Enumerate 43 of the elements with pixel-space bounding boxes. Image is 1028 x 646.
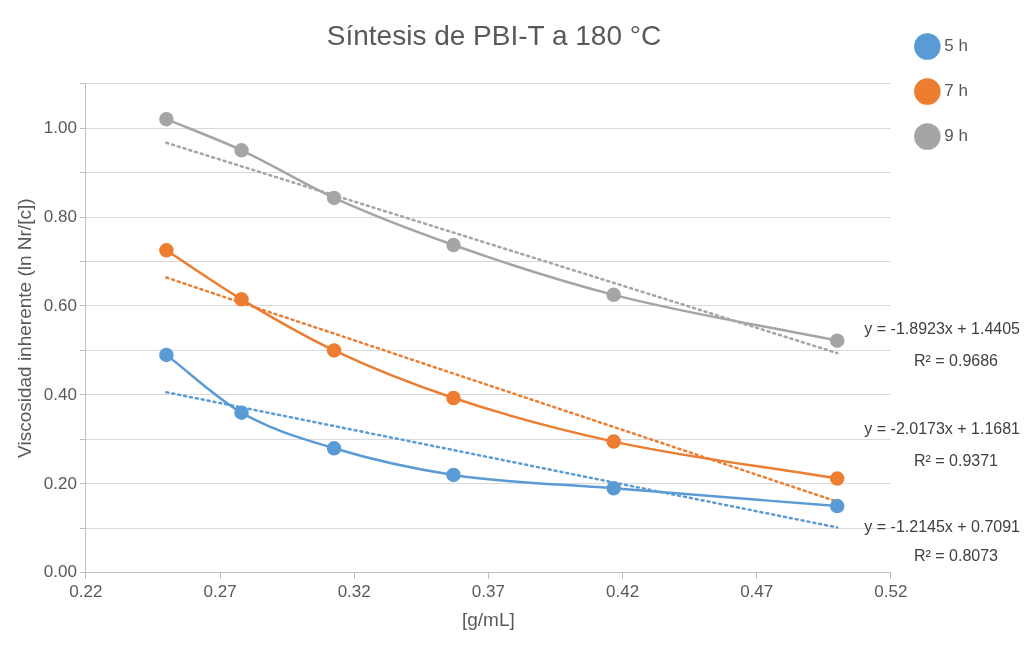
point <box>159 111 174 127</box>
point <box>446 390 461 406</box>
x-tick-label: 0.42 <box>605 581 640 601</box>
x-tick-label: 0.37 <box>471 581 505 601</box>
x-tick-label: 0.32 <box>337 581 371 601</box>
chart-title: Síntesis de PBI-T a 180 °C <box>326 19 662 51</box>
y-tick-label: 0.00 <box>43 562 77 582</box>
point <box>326 343 342 358</box>
legend-label: 9 h <box>944 126 969 146</box>
point <box>829 498 845 514</box>
text: R² = 0.8073 <box>913 547 999 565</box>
point <box>234 292 249 307</box>
y-axis-title: Viscosidad inherente (ln Nr/[c]) <box>13 198 35 458</box>
point <box>234 143 249 158</box>
annotation: y = -1.8923x + 1.4405 <box>864 319 1021 337</box>
point <box>446 237 461 253</box>
legend-label: 5 h <box>944 36 969 56</box>
y-tick-label: 1.00 <box>43 117 77 137</box>
y-tick-label: 0.40 <box>43 384 77 404</box>
x-tick-label: 0.27 <box>203 581 237 601</box>
point <box>326 441 342 456</box>
annotation: y = -1.2145x + 0.7091 <box>864 517 1021 535</box>
point <box>829 333 845 348</box>
point <box>606 434 621 449</box>
y-tick-label: 0.80 <box>43 206 77 226</box>
text: R² = 0.9686 <box>913 351 999 369</box>
x-axis-title: [g/mL] <box>461 608 515 630</box>
point <box>446 467 461 483</box>
y-tick-label: 0.20 <box>43 473 77 493</box>
point <box>234 405 249 420</box>
annotation: y = -2.0173x + 1.1681 <box>864 420 1021 438</box>
point <box>606 481 621 496</box>
x-tick-label: 0.52 <box>874 581 908 601</box>
point <box>159 347 174 363</box>
x-tick-label: 0.22 <box>69 581 103 601</box>
text: R² = 0.9371 <box>913 452 999 470</box>
x-tick-label: 0.47 <box>740 581 774 601</box>
legend-label: 7 h <box>944 81 969 101</box>
point <box>606 287 621 303</box>
point <box>326 190 342 206</box>
point <box>829 471 845 486</box>
y-tick-label: 0.60 <box>43 295 77 315</box>
point <box>159 243 174 258</box>
